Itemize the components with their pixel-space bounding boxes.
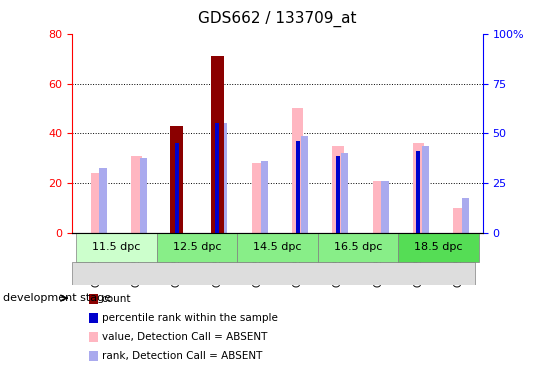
Bar	[215, 123, 219, 233]
Text: development stage: development stage	[3, 293, 111, 303]
Bar	[292, 108, 303, 233]
Bar	[372, 180, 384, 233]
Text: value, Detection Call = ABSENT: value, Detection Call = ABSENT	[102, 332, 267, 342]
Bar	[175, 143, 179, 233]
Text: 11.5 dpc: 11.5 dpc	[92, 242, 140, 252]
Bar	[453, 208, 465, 233]
Text: 16.5 dpc: 16.5 dpc	[334, 242, 382, 252]
Bar	[157, 233, 237, 262]
Bar	[89, 294, 98, 304]
Bar	[413, 143, 424, 233]
Bar	[260, 160, 268, 233]
Bar	[252, 163, 263, 233]
Bar	[416, 151, 421, 233]
Text: percentile rank within the sample: percentile rank within the sample	[102, 313, 278, 323]
Bar	[318, 233, 398, 262]
Bar	[422, 146, 429, 233]
Bar	[89, 313, 98, 323]
Text: 14.5 dpc: 14.5 dpc	[253, 242, 302, 252]
Bar	[170, 126, 183, 233]
Bar	[140, 158, 147, 233]
Bar	[301, 136, 308, 233]
Text: rank, Detection Call = ABSENT: rank, Detection Call = ABSENT	[102, 351, 262, 361]
Bar	[336, 156, 340, 233]
Bar	[237, 233, 318, 262]
Bar	[398, 233, 479, 262]
Bar	[89, 351, 98, 361]
Bar	[99, 168, 107, 233]
Bar	[72, 262, 475, 285]
Bar	[90, 173, 102, 233]
Text: 18.5 dpc: 18.5 dpc	[415, 242, 463, 252]
Bar	[381, 180, 388, 233]
Bar	[296, 141, 300, 233]
Bar	[76, 233, 157, 262]
Text: count: count	[102, 294, 131, 304]
Bar	[220, 123, 228, 233]
Text: 12.5 dpc: 12.5 dpc	[173, 242, 221, 252]
Bar	[89, 332, 98, 342]
Text: GDS662 / 133709_at: GDS662 / 133709_at	[198, 11, 357, 27]
Bar	[332, 146, 344, 233]
Bar	[131, 156, 142, 233]
Bar	[462, 198, 469, 233]
Bar	[211, 56, 224, 233]
Bar	[341, 153, 349, 233]
